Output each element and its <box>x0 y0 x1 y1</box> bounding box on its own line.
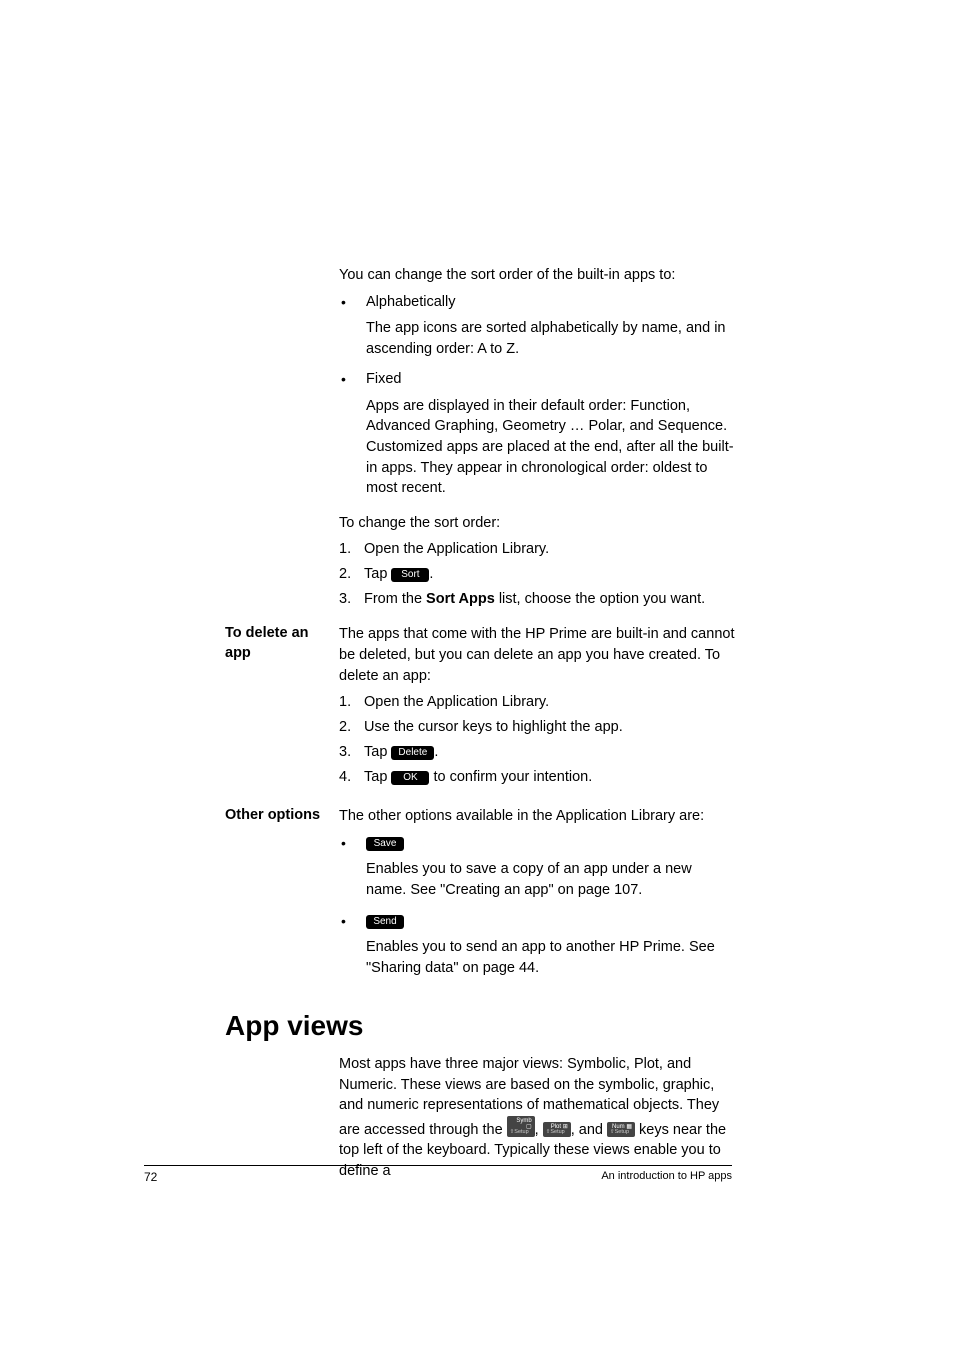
bullet-fixed: • Fixed Apps are displayed in their defa… <box>339 369 735 498</box>
change-step-2: 2. Tap Sort. <box>339 564 735 585</box>
step-text-post: . <box>429 566 433 582</box>
change-step-3: 3. From the Sort Apps list, choose the o… <box>339 589 735 610</box>
delete-step-1: 1. Open the Application Library. <box>339 692 735 713</box>
step-text-pre: Tap <box>364 566 391 582</box>
step-text: Open the Application Library. <box>364 539 735 560</box>
bullet-save: • Save Enables you to save a copy of an … <box>339 833 735 901</box>
bullet-mark: • <box>339 911 366 979</box>
other-lead: The other options available in the Appli… <box>339 806 735 827</box>
symb-key-icon: Symb ▢⇧Setup <box>507 1116 535 1138</box>
change-lead: To change the sort order: <box>339 513 735 534</box>
send-desc: Enables you to send an app to another HP… <box>366 937 735 978</box>
sort-softkey: Sort <box>391 568 429 582</box>
step-text-pre: Tap <box>364 769 391 785</box>
delete-step-2: 2. Use the cursor keys to highlight the … <box>339 717 735 738</box>
plot-key-icon: Plot ⊞⇧Setup <box>543 1122 571 1138</box>
app-views-title: App views <box>225 1006 735 1046</box>
ok-softkey: OK <box>391 771 429 785</box>
bullet-alpha: • Alphabetically The app icons are sorte… <box>339 292 735 360</box>
mid1: , <box>535 1122 543 1138</box>
page-number: 72 <box>144 1170 157 1184</box>
delete-step-3: 3. Tap Delete. <box>339 742 735 763</box>
alpha-label: Alphabetically <box>366 292 735 313</box>
alpha-desc: The app icons are sorted alphabetically … <box>366 318 735 359</box>
fixed-desc: Apps are displayed in their default orde… <box>366 396 735 499</box>
step-text: Use the cursor keys to highlight the app… <box>364 717 735 738</box>
bullet-mark: • <box>339 369 366 498</box>
step-text-post: . <box>434 744 438 760</box>
num-key-icon: Num ▦⇧Setup <box>607 1122 635 1138</box>
step-text-post: to confirm your intention. <box>429 769 592 785</box>
delete-lead: The apps that come with the HP Prime are… <box>339 624 735 686</box>
save-softkey: Save <box>366 837 404 851</box>
change-step-1: 1. Open the Application Library. <box>339 539 735 560</box>
save-desc: Enables you to save a copy of an app und… <box>366 859 735 900</box>
delete-step-4: 4. Tap OK to confirm your intention. <box>339 767 735 788</box>
step-text-pre: Tap <box>364 744 391 760</box>
fixed-label: Fixed <box>366 369 735 390</box>
bullet-send: • Send Enables you to send an app to ano… <box>339 911 735 979</box>
step-text-pre: From the <box>364 591 426 607</box>
mid2: , and <box>571 1122 607 1138</box>
step-text: Open the Application Library. <box>364 692 735 713</box>
sort-apps-bold: Sort Apps <box>426 591 495 607</box>
sort-intro: You can change the sort order of the bui… <box>339 265 735 286</box>
app-views-body: Most apps have three major views: Symbol… <box>339 1054 735 1181</box>
step-text-post: list, choose the option you want. <box>495 591 705 607</box>
delete-softkey: Delete <box>391 746 434 760</box>
bullet-mark: • <box>339 292 366 360</box>
footer-title: An introduction to HP apps <box>601 1170 732 1184</box>
page-footer: 72 An introduction to HP apps <box>144 1165 732 1184</box>
other-heading: Other options <box>225 806 339 982</box>
bullet-mark: • <box>339 833 366 901</box>
send-softkey: Send <box>366 915 404 929</box>
delete-heading: To delete an app <box>225 624 339 792</box>
